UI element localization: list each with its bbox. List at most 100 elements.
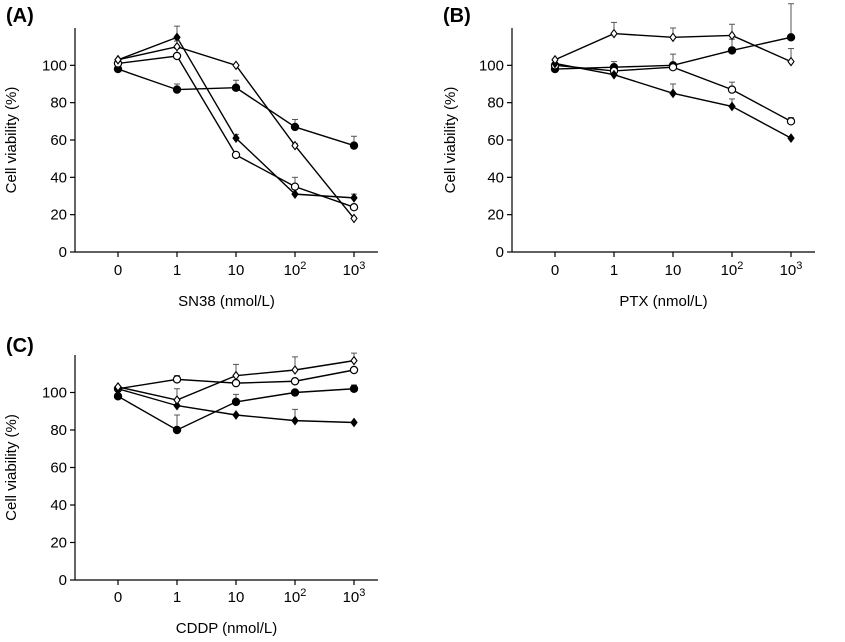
x-tick-label: 0 — [551, 262, 559, 279]
x-tick-label: 1 — [173, 589, 181, 606]
data-point — [727, 85, 737, 94]
panel-2: (C) 0 20 40 60 80 100 0 1 10 102 103 CDDP (nmol/L) Ce… — [3, 335, 378, 637]
x-tick-label: 103 — [780, 260, 803, 279]
x-tick-label: 1 — [173, 262, 181, 279]
data-point — [290, 182, 300, 191]
data-point — [114, 381, 122, 392]
data-point — [551, 54, 559, 65]
data-point — [786, 33, 796, 42]
data-point — [114, 54, 122, 65]
y-tick-label: 80 — [487, 95, 504, 112]
data-point — [173, 395, 181, 405]
data-point — [291, 189, 299, 200]
series-circle-open — [550, 61, 796, 126]
data-point — [172, 375, 182, 384]
data-point — [232, 133, 240, 144]
x-tick-label: 1 — [610, 262, 618, 279]
y-tick-label: 60 — [50, 460, 67, 477]
data-point — [173, 41, 181, 52]
y-axis-title: Cell viability (%) — [442, 87, 459, 194]
data-point — [172, 425, 182, 435]
x-tick-label: 10 — [665, 262, 682, 279]
panel-0: (A) 0 20 40 60 80 100 0 1 10 102 103 SN38 (nmol/L) Ce… — [3, 5, 378, 310]
data-point — [787, 56, 795, 67]
y-tick-label: 0 — [59, 572, 67, 589]
data-point — [172, 51, 182, 61]
data-point — [291, 415, 299, 426]
data-point — [669, 32, 677, 43]
x-axis-title: CDDP (nmol/L) — [176, 620, 277, 637]
x-tick-label: 102 — [721, 260, 744, 279]
data-point — [727, 46, 737, 55]
data-point — [350, 213, 358, 224]
data-point — [113, 392, 123, 401]
x-tick-label: 103 — [343, 587, 366, 606]
x-tick-label: 0 — [114, 589, 122, 606]
y-tick-label: 60 — [50, 132, 67, 149]
y-tick-label: 20 — [50, 207, 67, 224]
y-tick-label: 20 — [487, 207, 504, 224]
data-point — [290, 388, 300, 397]
data-point — [231, 150, 241, 160]
data-point — [350, 355, 358, 366]
data-point — [231, 83, 241, 92]
series-circle-open — [113, 48, 359, 212]
y-tick-label: 40 — [487, 169, 504, 186]
x-axis-title: SN38 (nmol/L) — [178, 293, 275, 310]
data-point — [350, 192, 358, 203]
y-axis-title: Cell viability (%) — [3, 87, 20, 194]
series-circle-filled — [113, 384, 359, 435]
data-point — [349, 141, 359, 150]
x-tick-label: 102 — [284, 260, 307, 279]
series-line — [117, 45, 355, 219]
y-tick-label: 20 — [50, 535, 67, 552]
y-tick-label: 0 — [496, 244, 504, 261]
y-tick-label: 80 — [50, 95, 67, 112]
y-tick-label: 100 — [42, 385, 67, 402]
series-diamond-open — [114, 40, 358, 224]
x-tick-label: 10 — [228, 262, 245, 279]
data-point — [350, 417, 358, 428]
panel-label: (A) — [6, 5, 34, 27]
data-point — [668, 62, 678, 72]
data-point — [349, 365, 359, 375]
data-point — [232, 60, 240, 71]
y-tick-label: 0 — [59, 244, 67, 261]
data-point — [610, 69, 618, 80]
series-diamond-open — [114, 352, 358, 405]
y-tick-label: 40 — [50, 497, 67, 514]
panel-1: (B) 0 20 40 60 80 100 0 1 10 102 103 PTX (nmol/L) Cel… — [442, 3, 815, 310]
data-point — [291, 140, 299, 151]
x-tick-label: 103 — [343, 260, 366, 279]
series-diamond-open — [551, 21, 795, 67]
data-point — [349, 384, 359, 393]
y-tick-label: 100 — [42, 57, 67, 74]
y-tick-label: 40 — [50, 169, 67, 186]
y-tick-label: 60 — [487, 132, 504, 149]
data-point — [787, 133, 795, 144]
y-tick-label: 80 — [50, 422, 67, 439]
data-point — [231, 397, 241, 407]
data-point — [232, 370, 240, 381]
data-point — [786, 117, 796, 126]
data-point — [728, 30, 736, 41]
y-axis-title: Cell viability (%) — [3, 414, 20, 521]
series-diamond-filled — [114, 25, 358, 203]
data-point — [669, 88, 677, 99]
x-tick-label: 0 — [114, 262, 122, 279]
series-line — [117, 55, 355, 208]
data-point — [349, 202, 359, 212]
panel-label: (C) — [6, 335, 34, 357]
x-axis-title: PTX (nmol/L) — [619, 293, 707, 310]
x-tick-label: 102 — [284, 587, 307, 606]
series-line — [554, 62, 792, 139]
data-point — [290, 122, 300, 132]
series-diamond-filled — [551, 58, 795, 144]
y-tick-label: 100 — [479, 57, 504, 74]
data-point — [232, 410, 240, 420]
data-point — [231, 378, 241, 388]
data-point — [172, 85, 182, 94]
data-point — [290, 377, 300, 386]
x-tick-label: 10 — [228, 589, 245, 606]
